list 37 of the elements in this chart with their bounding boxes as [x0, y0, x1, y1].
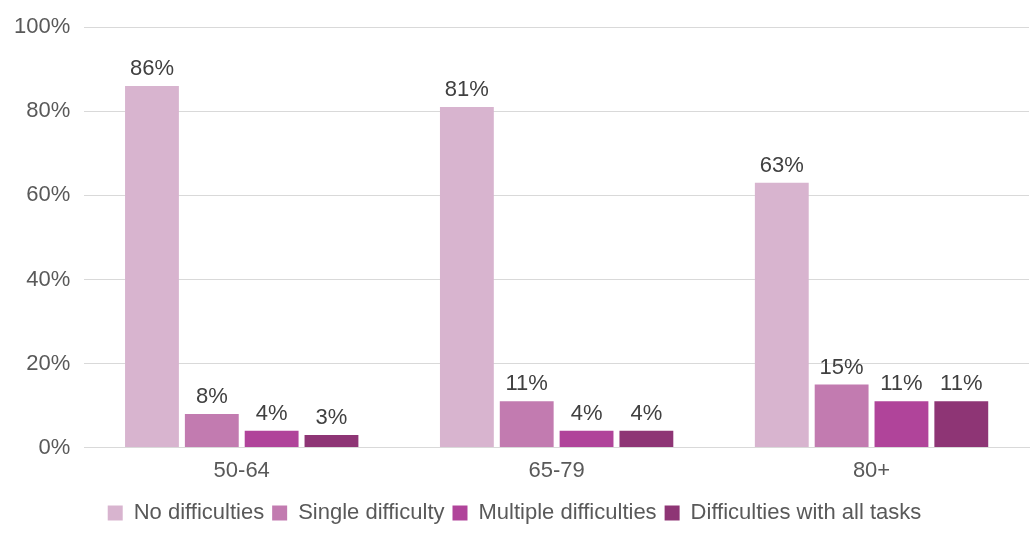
y-tick-label: 60%	[26, 181, 71, 207]
y-tick-label: 20%	[26, 349, 71, 375]
bar	[934, 401, 989, 448]
data-label: 4%	[255, 399, 288, 425]
data-label: 63%	[759, 151, 804, 177]
data-label: 11%	[880, 370, 923, 396]
y-tick-label: 100%	[13, 13, 71, 39]
data-label: 81%	[444, 76, 489, 102]
data-label: 8%	[195, 383, 228, 409]
x-tick-label: 80+	[852, 456, 891, 482]
data-label: 4%	[570, 399, 603, 425]
bar	[754, 182, 809, 448]
bar	[499, 401, 554, 448]
bar	[304, 434, 359, 448]
data-label: 15%	[819, 353, 864, 379]
legend-label: Multiple difficulties	[478, 499, 657, 525]
legend-label: No difficulties	[133, 499, 265, 525]
data-label: 11%	[505, 370, 548, 396]
y-tick-label: 80%	[26, 97, 71, 123]
bar	[125, 86, 179, 448]
legend-label: Single difficulty	[298, 499, 445, 525]
y-tick-label: 0%	[38, 433, 71, 459]
bar	[184, 413, 239, 448]
data-label: 11%	[940, 370, 983, 396]
data-label: 3%	[315, 404, 348, 430]
bar	[874, 401, 929, 448]
x-tick-label: 50-64	[213, 456, 270, 482]
bar	[619, 430, 674, 448]
legend-label: Difficulties with all tasks	[690, 499, 922, 525]
y-tick-label: 40%	[26, 265, 71, 291]
bar	[814, 384, 869, 448]
bar	[244, 430, 299, 448]
bar	[559, 430, 614, 448]
bar	[439, 107, 494, 448]
data-label: 4%	[630, 399, 663, 425]
data-label: 86%	[129, 55, 174, 81]
x-tick-label: 65-79	[528, 456, 585, 482]
